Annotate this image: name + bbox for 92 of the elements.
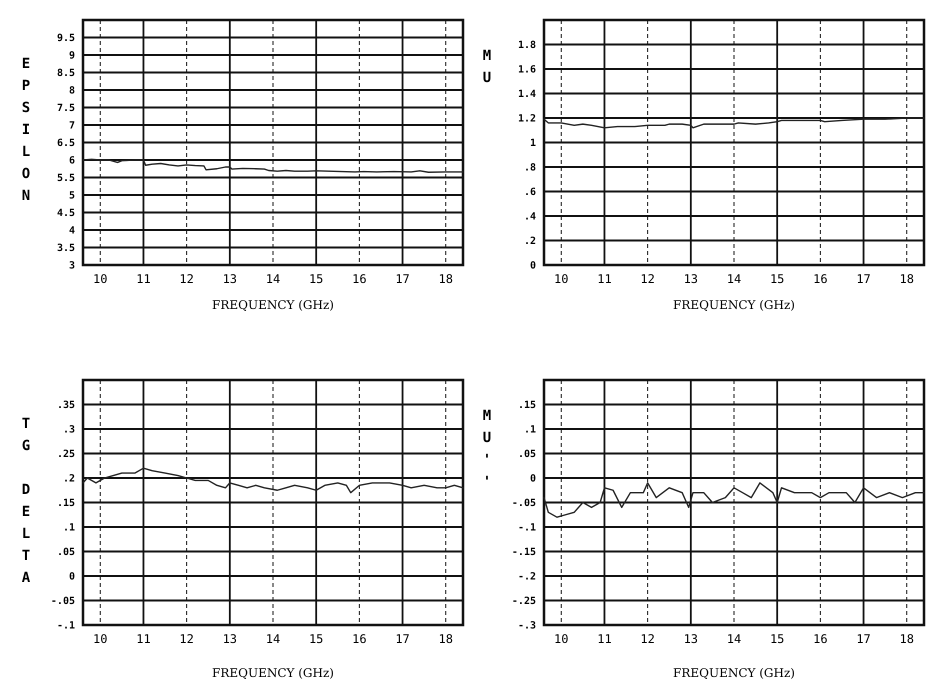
x-tick-label: 16 [352, 272, 367, 286]
y-tick-label: .15 [518, 400, 536, 411]
y-tick-label: 1.6 [518, 64, 536, 76]
x-tick-label: 13 [684, 272, 698, 286]
x-tick-label: 12 [640, 632, 655, 646]
y-tick-label: 7.5 [56, 103, 75, 114]
x-tick-label: 10 [93, 272, 108, 286]
x-tick-label: 14 [726, 632, 742, 646]
y-tick-label: -.2 [518, 572, 536, 582]
x-tick-label: 16 [813, 632, 828, 646]
y-tick-label: 1.4 [518, 89, 536, 100]
x-tick-label: 18 [900, 272, 914, 286]
y-tick-label: -.25 [512, 596, 536, 607]
y-tick-label: .6 [524, 187, 536, 198]
x-tick-label: 15 [770, 632, 784, 646]
y-tick-label: 5.5 [56, 173, 75, 184]
x-tick-label: 11 [136, 272, 151, 286]
x-tick-label: 13 [222, 272, 238, 286]
y-tick-label: 0 [68, 572, 75, 582]
x-tick-label: 12 [640, 272, 655, 286]
x-tick-label: 16 [813, 272, 828, 286]
y-tick-label: 6 [68, 156, 75, 166]
x-tick-label: 13 [222, 632, 238, 646]
x-tick-label: 17 [395, 272, 410, 286]
x-tick-label: 18 [900, 632, 914, 646]
x-tick-label: 16 [352, 632, 367, 646]
x-tick-label: 15 [308, 632, 324, 646]
y-tick-label: 1.2 [518, 114, 536, 124]
x-tick-label: 11 [136, 632, 151, 646]
y-tick-label: .1 [62, 522, 75, 534]
x-tick-label: 14 [266, 272, 280, 286]
y-tick-label: 1 [530, 138, 536, 149]
y-tick-label: 0 [530, 260, 536, 272]
y-tick-label: .3 [62, 424, 75, 436]
y-tick-label: 3 [68, 260, 75, 272]
y-tick-label: .2 [524, 236, 536, 247]
y-tick-label: 4.5 [56, 208, 75, 219]
y-tick-label: .05 [518, 449, 536, 460]
y-tick-label: -.1 [56, 620, 75, 632]
line-series [543, 482, 925, 518]
x-tick-label: 17 [395, 632, 410, 646]
x-tick-label: 14 [266, 632, 280, 646]
y-tick-label: 8.5 [56, 68, 75, 79]
line-series [82, 468, 464, 494]
x-tick-label: 18 [438, 632, 453, 646]
x-tick-label: 14 [726, 272, 742, 286]
y-tick-label: -.05 [50, 596, 75, 607]
x-tick-label: 17 [856, 632, 871, 646]
y-tick-label: 3.5 [56, 243, 75, 254]
line-series [543, 117, 925, 128]
x-tick-label: 18 [438, 272, 453, 286]
x-axis-title: FREQUENCY (GHz) [212, 298, 334, 312]
x-tick-label: 10 [554, 272, 568, 286]
y-tick-label: .2 [62, 474, 75, 484]
y-tick-label: 8 [68, 86, 75, 96]
y-tick-label: .8 [524, 162, 536, 174]
x-tick-label: 13 [684, 632, 698, 646]
y-tick-label: -.3 [518, 620, 536, 632]
x-tick-label: 15 [308, 272, 324, 286]
y-tick-label: 6.5 [56, 138, 75, 149]
y-axis-title: EPSILON [22, 56, 30, 204]
line-series [82, 158, 464, 173]
y-tick-label: 9 [68, 50, 75, 62]
y-axis-title: MU'' [482, 408, 492, 490]
y-tick-label: 1.8 [518, 40, 536, 51]
x-tick-label: 17 [856, 272, 871, 286]
x-tick-label: 11 [597, 632, 612, 646]
x-tick-label: 11 [597, 272, 612, 286]
y-tick-label: 0 [530, 474, 536, 484]
y-tick-label: -.15 [512, 547, 536, 558]
y-tick-label: 4 [68, 226, 75, 236]
x-axis-title: FREQUENCY (GHz) [212, 666, 334, 680]
x-tick-label: 15 [770, 272, 784, 286]
y-tick-label: 5 [68, 190, 75, 202]
y-tick-label: .05 [56, 547, 75, 558]
y-tick-label: .25 [56, 449, 75, 460]
y-tick-label: .1 [524, 424, 536, 436]
y-tick-label: -.05 [512, 498, 536, 509]
x-tick-label: 10 [93, 632, 108, 646]
y-tick-label: .35 [56, 400, 75, 411]
x-tick-label: 12 [179, 272, 194, 286]
y-tick-label: 7 [68, 120, 75, 132]
y-tick-label: 9.5 [56, 33, 75, 44]
y-tick-label: .15 [56, 498, 75, 509]
x-tick-label: 10 [554, 632, 568, 646]
y-axis-title: MU [482, 48, 492, 86]
x-tick-label: 12 [179, 632, 194, 646]
x-axis-title: FREQUENCY (GHz) [673, 666, 795, 680]
x-axis-title: FREQUENCY (GHz) [673, 298, 795, 312]
y-tick-label: -.1 [518, 522, 536, 534]
y-tick-label: .4 [524, 212, 536, 222]
text: TG DELTA [22, 416, 30, 586]
